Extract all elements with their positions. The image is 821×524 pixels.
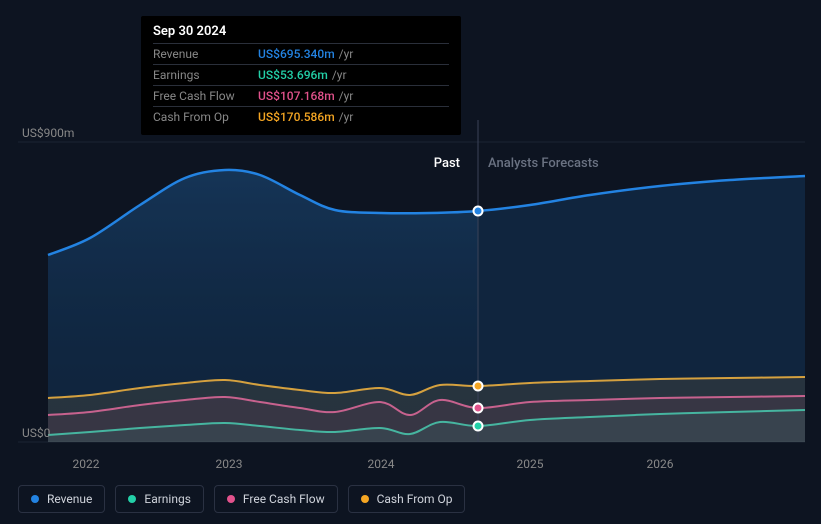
data-marker — [474, 207, 483, 216]
tooltip-metric-label: Free Cash Flow — [153, 89, 258, 103]
y-axis-label: US$900m — [22, 126, 74, 140]
tooltip-row: EarningsUS$53.696m/yr — [153, 64, 449, 85]
legend-label: Revenue — [47, 492, 92, 506]
tooltip-metric-label: Revenue — [153, 47, 258, 61]
tooltip-metric-unit: /yr — [339, 110, 354, 124]
past-label: Past — [434, 156, 460, 171]
data-tooltip: Sep 30 2024 RevenueUS$695.340m/yrEarning… — [141, 16, 461, 135]
tooltip-metric-unit: /yr — [339, 89, 354, 103]
legend-dot-icon — [31, 495, 39, 503]
legend-label: Earnings — [144, 492, 191, 506]
tooltip-metric-value: US$695.340m — [258, 47, 335, 61]
financial-chart: US$900m US$0 2022 2023 2024 2025 2026 Past An… — [0, 0, 821, 524]
tooltip-date: Sep 30 2024 — [153, 24, 449, 39]
data-marker — [474, 404, 483, 413]
legend-dot-icon — [128, 495, 136, 503]
data-marker — [474, 382, 483, 391]
tooltip-metric-label: Cash From Op — [153, 110, 258, 124]
data-marker — [474, 422, 483, 431]
tooltip-metric-value: US$53.696m — [258, 68, 328, 82]
tooltip-row: Free Cash FlowUS$107.168m/yr — [153, 85, 449, 106]
forecast-label: Analysts Forecasts — [488, 156, 599, 171]
x-axis-label: 2024 — [368, 457, 395, 471]
chart-legend: Revenue Earnings Free Cash Flow Cash From O… — [18, 485, 465, 513]
legend-item[interactable]: Revenue — [18, 485, 105, 513]
tooltip-metric-label: Earnings — [153, 68, 258, 82]
legend-label: Cash From Op — [377, 492, 453, 506]
legend-label: Free Cash Flow — [243, 492, 325, 506]
y-axis-label: US$0 — [22, 426, 50, 440]
tooltip-metric-value: US$107.168m — [258, 89, 335, 103]
tooltip-row: RevenueUS$695.340m/yr — [153, 43, 449, 64]
legend-item[interactable]: Earnings — [115, 485, 204, 513]
tooltip-metric-unit: /yr — [339, 47, 354, 61]
tooltip-row: Cash From OpUS$170.586m/yr — [153, 106, 449, 127]
tooltip-metric-value: US$170.586m — [258, 110, 335, 124]
x-axis-label: 2022 — [73, 457, 100, 471]
x-axis-label: 2023 — [216, 457, 243, 471]
legend-item[interactable]: Cash From Op — [348, 485, 466, 513]
x-axis-label: 2025 — [517, 457, 544, 471]
x-axis-label: 2026 — [647, 457, 674, 471]
legend-item[interactable]: Free Cash Flow — [214, 485, 338, 513]
legend-dot-icon — [227, 495, 235, 503]
tooltip-metric-unit: /yr — [332, 68, 347, 82]
legend-dot-icon — [361, 495, 369, 503]
